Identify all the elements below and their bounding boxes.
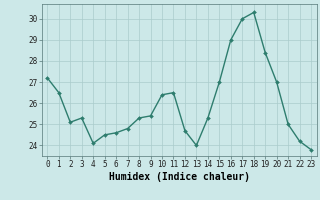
X-axis label: Humidex (Indice chaleur): Humidex (Indice chaleur) — [109, 172, 250, 182]
